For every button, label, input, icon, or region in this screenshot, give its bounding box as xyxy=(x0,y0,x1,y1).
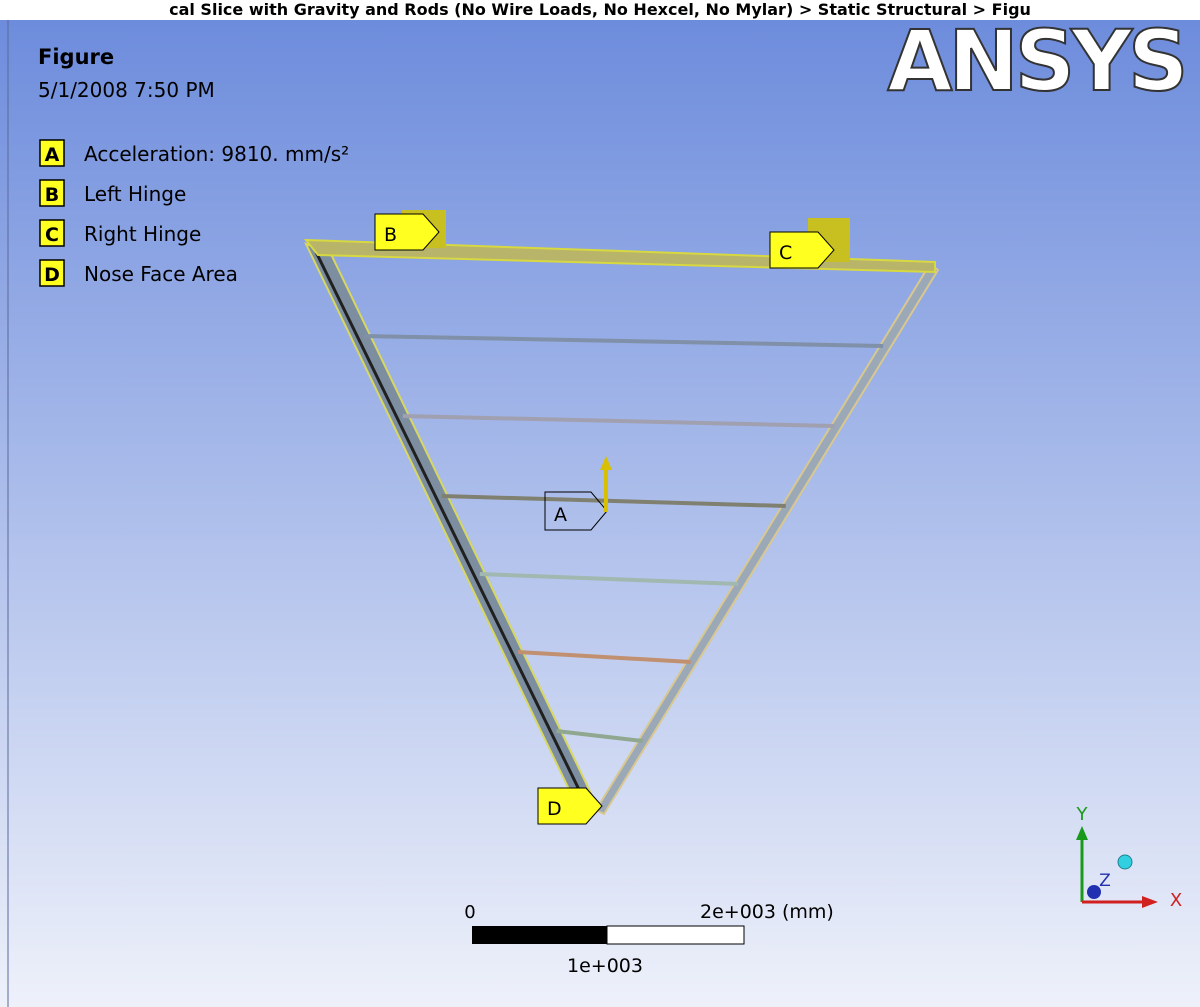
tag-letter: A xyxy=(554,504,567,526)
rod xyxy=(441,494,786,508)
scale-white xyxy=(606,925,745,945)
legend-letter: D xyxy=(44,264,60,286)
legend-box xyxy=(39,139,65,167)
legend-label: Acceleration: 9810. mm/s² xyxy=(84,142,349,166)
triad: Y Z X xyxy=(1076,804,1183,911)
viewport: Figure 5/1/2008 7:50 PM ANSYS A Accelerat… xyxy=(0,20,1200,1007)
z-label: Z xyxy=(1099,871,1111,891)
legend-letter: B xyxy=(45,184,59,206)
x-head xyxy=(1142,896,1158,908)
sphere xyxy=(1117,854,1133,870)
scale-start: 0 xyxy=(464,902,475,923)
tag-a xyxy=(544,491,608,531)
y-head xyxy=(1076,826,1088,840)
tag-letter: C xyxy=(779,242,792,264)
figure-date: 5/1/2008 7:50 PM xyxy=(38,78,215,102)
rod xyxy=(363,334,884,348)
tag-letter: B xyxy=(384,224,397,246)
z-axis xyxy=(1087,885,1101,899)
legend-letter: A xyxy=(45,144,60,166)
legend-label: Right Hinge xyxy=(84,222,201,246)
legend-box xyxy=(39,179,65,207)
tag-d xyxy=(537,787,603,825)
legend-label: Nose Face Area xyxy=(84,262,238,286)
logo: ANSYS xyxy=(887,20,1184,110)
x-label: X xyxy=(1170,890,1182,911)
legend-letter: C xyxy=(45,224,59,246)
tag-c xyxy=(769,231,835,269)
background xyxy=(0,20,1200,1007)
legend-box xyxy=(39,259,65,287)
legend-label: Left Hinge xyxy=(84,182,186,206)
figure-title: Figure xyxy=(38,45,114,69)
scale-black xyxy=(472,926,607,944)
legend-box xyxy=(39,219,65,247)
acceleration-head xyxy=(600,456,612,470)
rod xyxy=(556,729,643,743)
scale-middle: 1e+003 xyxy=(567,955,643,977)
tag-letter: D xyxy=(547,798,562,820)
rod xyxy=(479,572,739,586)
rod xyxy=(517,650,691,664)
tag-b xyxy=(374,213,440,251)
rod xyxy=(402,414,835,428)
y-label: Y xyxy=(1076,804,1089,825)
title-bar: cal Slice with Gravity and Rods (No Wire… xyxy=(169,0,1031,19)
scale-end: 2e+003 (mm) xyxy=(700,901,834,923)
left-spar-line xyxy=(314,251,590,809)
